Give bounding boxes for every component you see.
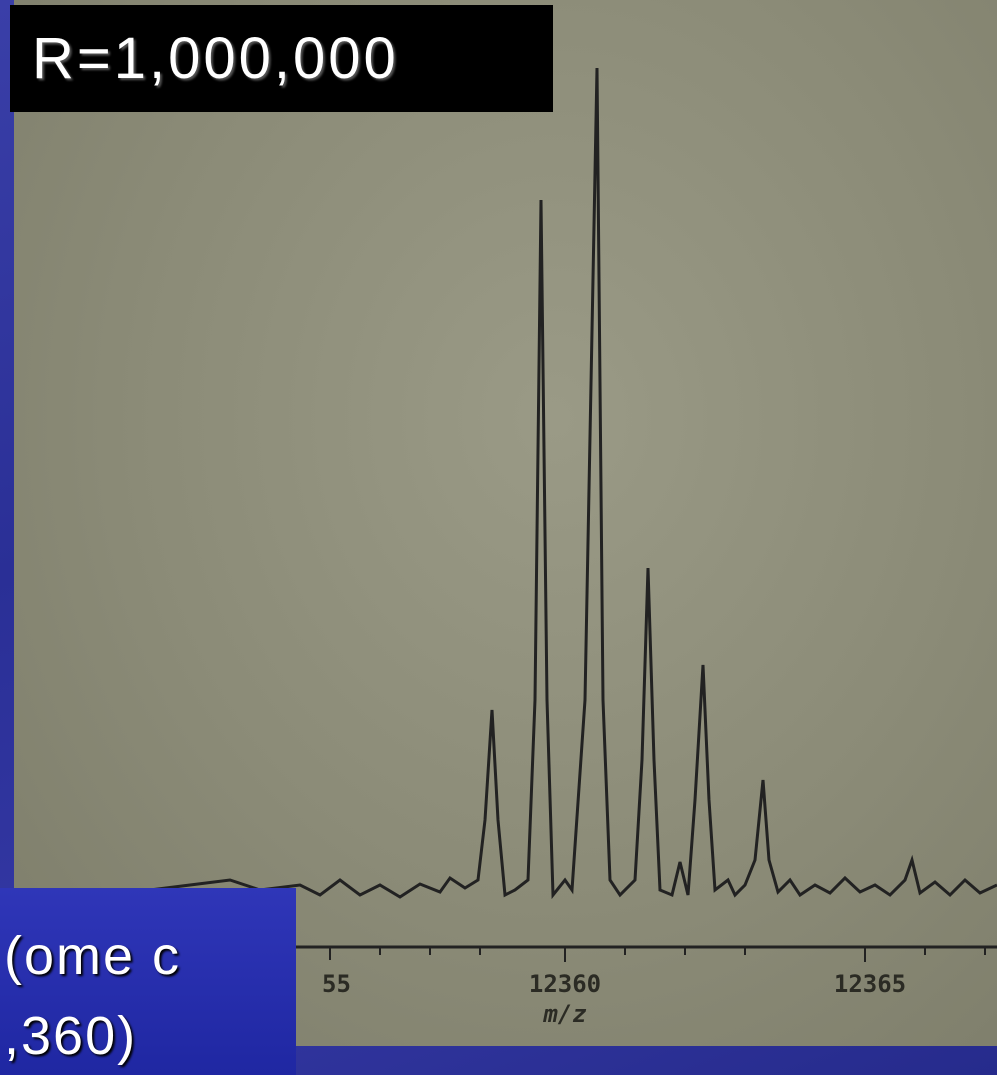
resolution-label: R=1,000,000 <box>10 5 553 112</box>
tick-label: 12365 <box>834 970 906 998</box>
spectrum-photo <box>14 0 997 1046</box>
spectrum-trace <box>19 67 997 900</box>
caption-line: (ome c <box>4 926 182 986</box>
axis-label: m/z <box>542 1000 586 1028</box>
caption: (ome c ,360) <box>0 888 296 1075</box>
tick-label: 55 <box>322 970 351 998</box>
caption-line: ,360) <box>4 1006 138 1066</box>
axis-ticks <box>329 947 986 962</box>
tick-label: 12360 <box>529 970 601 998</box>
